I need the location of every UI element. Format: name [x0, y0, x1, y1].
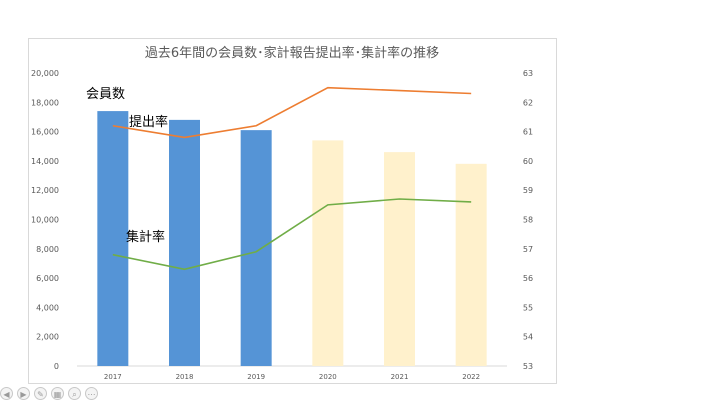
right-y-tick: 56 [523, 274, 533, 283]
bar [312, 140, 344, 366]
left-y-tick: 0 [54, 362, 59, 371]
bar [240, 130, 272, 366]
right-y-tick: 58 [523, 216, 533, 225]
series-line [112, 86, 472, 139]
x-axis: 2017 2018 2019 2020 2021 2022 [104, 373, 480, 381]
right-y-tick: 61 [523, 128, 533, 137]
x-tick: 2018 [176, 373, 194, 381]
zoom-icon[interactable]: ⌕ [68, 386, 81, 400]
next-icon[interactable]: ▶ [17, 386, 30, 400]
left-y-tick: 18,000 [31, 98, 59, 107]
slides-icon[interactable]: ▦ [51, 386, 64, 400]
left-y-axis: 0 2,000 4,000 6,000 8,000 10,000 12,000 14,000 1… [31, 69, 59, 371]
left-y-tick: 10,000 [31, 216, 59, 225]
more-icon[interactable]: ⋯ [85, 386, 98, 400]
bar [97, 111, 129, 366]
annotation-label: 提出率 [129, 114, 168, 130]
right-y-tick: 59 [523, 186, 533, 195]
combo-chart: 過去6年間の会員数･家計報告提出率･集計率の推移 0 2,000 4,000 6,00… [31, 45, 533, 381]
chart-frame: 過去6年間の会員数･家計報告提出率･集計率の推移 0 2,000 4,000 6,00… [28, 38, 557, 384]
right-y-tick: 55 [523, 303, 533, 312]
bar [384, 152, 415, 366]
pen-icon[interactable]: ✎ [34, 386, 47, 400]
right-y-axis: 53 54 55 56 57 58 59 60 61 62 63 [523, 69, 533, 371]
right-y-tick: 53 [523, 362, 533, 371]
right-y-tick: 54 [523, 333, 533, 342]
right-y-tick: 60 [523, 157, 533, 166]
x-tick: 2021 [391, 373, 409, 381]
x-tick: 2022 [462, 373, 480, 381]
right-y-tick: 63 [523, 69, 533, 78]
x-tick: 2019 [247, 373, 265, 381]
bar-series [97, 111, 487, 366]
left-y-tick: 6,000 [36, 274, 59, 283]
left-y-tick: 14,000 [31, 157, 59, 166]
annotation-label: 集計率 [126, 229, 165, 245]
bar [455, 163, 487, 366]
chart-title: 過去6年間の会員数･家計報告提出率･集計率の推移 [145, 45, 439, 61]
series-line [112, 198, 472, 271]
left-y-tick: 20,000 [31, 69, 59, 78]
annotation-label: 会員数 [86, 87, 125, 102]
prev-icon[interactable]: ◀ [0, 386, 13, 400]
x-tick: 2020 [319, 373, 337, 381]
line-series [112, 86, 472, 271]
left-y-tick: 8,000 [36, 245, 59, 254]
right-y-tick: 62 [523, 98, 533, 107]
bar [169, 119, 200, 366]
left-y-tick: 4,000 [36, 303, 59, 312]
left-y-tick: 12,000 [31, 186, 59, 195]
right-y-tick: 57 [523, 245, 533, 254]
x-tick: 2017 [104, 373, 122, 381]
left-y-tick: 2,000 [36, 333, 59, 342]
player-controls: ◀ ▶ ✎ ▦ ⌕ ⋯ [0, 386, 98, 400]
left-y-tick: 16,000 [31, 128, 59, 137]
